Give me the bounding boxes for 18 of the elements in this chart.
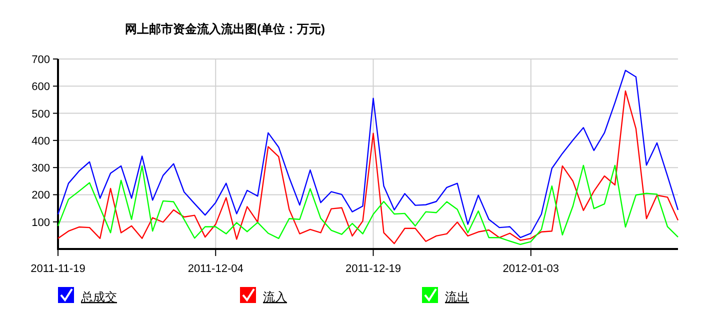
legend-label: 流出 [445, 290, 469, 304]
x-tick-label: 2012-01-03 [502, 263, 560, 275]
y-tick-label: 200 [32, 190, 50, 202]
y-tick-label: 600 [32, 81, 50, 94]
line-series [57, 70, 679, 238]
y-tick-label: 400 [32, 135, 50, 148]
y-tick-label: 100 [32, 216, 50, 229]
legend-label: 流入 [263, 290, 287, 304]
line-series [57, 164, 679, 245]
x-tick-label: 2011-11-19 [30, 263, 86, 275]
x-tick-label: 2011-12-04 [188, 263, 244, 275]
y-tick-label: 500 [32, 108, 50, 120]
line-series [57, 90, 679, 244]
legend-label: 总成交 [80, 290, 117, 304]
chart-title: 网上邮市资金流入流出图(单位：万元) [125, 22, 325, 36]
x-tick-label: 2011-12-19 [346, 263, 401, 275]
y-tick-label: 700 [32, 54, 50, 66]
y-tick-label: 300 [32, 162, 50, 175]
